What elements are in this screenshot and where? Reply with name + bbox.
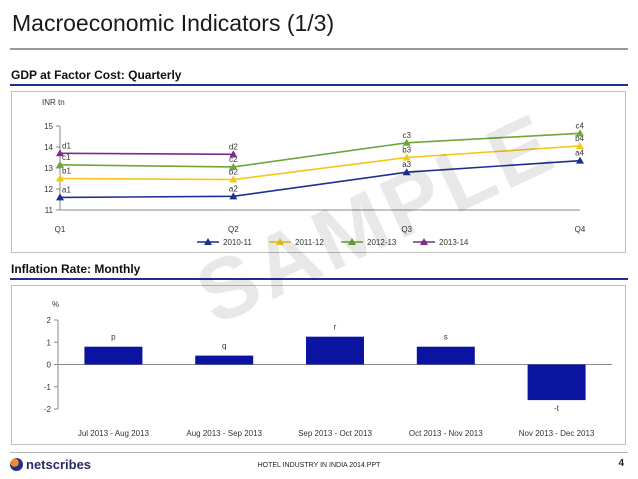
gdp-point-marker bbox=[56, 193, 64, 201]
gdp-data-label: c2 bbox=[229, 155, 238, 164]
gdp-series-line-2010-11 bbox=[59, 159, 581, 199]
gdp-legend-marker bbox=[276, 238, 284, 245]
inflation-chart-panel: % -2 -1 0 1 2 p Jul 2013 - Aug 2013 q Aug 2013 - … bbox=[11, 285, 626, 445]
inflation-x-tick-label: Oct 2013 - Nov 2013 bbox=[409, 429, 483, 438]
gdp-chart-panel: INR tn 11 12 13 14 15 Q1 Q2 Q3 Q4 a1 a2 a3 a4 b1 b2 b3 b4… bbox=[11, 91, 626, 253]
inflation-section-divider bbox=[10, 278, 628, 280]
inflation-y-tick-label: 0 bbox=[47, 361, 52, 370]
gdp-data-label: c3 bbox=[402, 131, 411, 140]
gdp-y-tick-label: 13 bbox=[44, 164, 53, 173]
slide-title: Macroeconomic Indicators (1/3) bbox=[12, 10, 335, 36]
gdp-point-marker bbox=[402, 138, 411, 146]
gdp-point-marker bbox=[56, 160, 64, 168]
inflation-bar bbox=[306, 336, 364, 365]
gdp-legend-label: 2013-14 bbox=[439, 238, 469, 247]
inflation-data-label: p bbox=[111, 333, 116, 342]
gdp-data-label: d2 bbox=[229, 142, 238, 151]
inflation-data-label: q bbox=[222, 342, 226, 351]
gdp-data-label: c4 bbox=[576, 121, 585, 130]
gdp-point-marker bbox=[576, 141, 584, 149]
inflation-bar bbox=[527, 364, 586, 401]
inflation-bar-chart: % -2 -1 0 1 2 p Jul 2013 - Aug 2013 q Aug 2013 - … bbox=[44, 300, 612, 438]
logo-text: netscribes bbox=[26, 457, 92, 472]
gdp-point-marker bbox=[56, 149, 64, 157]
gdp-y-tick-label: 15 bbox=[44, 122, 53, 131]
inflation-data-label: r bbox=[334, 323, 337, 332]
footer-divider bbox=[10, 452, 628, 453]
gdp-data-label: a3 bbox=[402, 160, 411, 169]
gdp-legend-label: 2010-11 bbox=[223, 238, 252, 247]
inflation-bar bbox=[195, 355, 254, 365]
inflation-y-tick-label: -2 bbox=[44, 405, 52, 414]
gdp-section-divider bbox=[10, 84, 628, 86]
gdp-data-label: b3 bbox=[402, 146, 411, 155]
gdp-series-line-2012-13 bbox=[59, 132, 581, 168]
netscribes-logo: netscribes bbox=[10, 457, 91, 472]
inflation-y-tick-label: 2 bbox=[47, 316, 52, 325]
gdp-legend-label: 2011-12 bbox=[295, 238, 324, 247]
gdp-legend-label: 2012-13 bbox=[367, 238, 397, 247]
gdp-data-label: a4 bbox=[575, 149, 584, 158]
inflation-data-label: s bbox=[444, 333, 448, 342]
gdp-point-marker bbox=[402, 168, 411, 176]
gdp-legend-marker bbox=[348, 238, 356, 245]
gdp-y-tick-label: 12 bbox=[44, 185, 53, 194]
gdp-point-marker bbox=[576, 156, 584, 164]
gdp-series-line-2013-14 bbox=[59, 152, 234, 156]
gdp-legend-marker bbox=[420, 238, 428, 245]
inflation-y-axis-title: % bbox=[52, 300, 59, 309]
gdp-point-marker bbox=[229, 150, 238, 158]
gdp-data-label: c1 bbox=[62, 153, 71, 162]
logo-mark-icon bbox=[10, 458, 23, 471]
inflation-bar bbox=[84, 346, 143, 365]
gdp-section-label: GDP at Factor Cost: Quarterly bbox=[11, 68, 182, 82]
gdp-y-axis-title: INR tn bbox=[42, 98, 65, 107]
title-divider bbox=[10, 48, 628, 50]
footer-filename: HOTEL INDUSTRY IN INDIA 2014.PPT bbox=[257, 462, 381, 469]
inflation-data-label: -t bbox=[554, 404, 560, 413]
gdp-x-tick-label: Q1 bbox=[55, 225, 66, 234]
gdp-point-marker bbox=[402, 153, 411, 161]
gdp-legend-marker bbox=[204, 238, 212, 245]
gdp-data-label: b1 bbox=[62, 167, 71, 176]
gdp-y-tick-label: 14 bbox=[44, 143, 53, 152]
inflation-bar bbox=[416, 346, 475, 365]
gdp-x-tick-label: Q3 bbox=[401, 225, 412, 234]
gdp-point-marker bbox=[576, 129, 584, 137]
gdp-x-tick-label: Q2 bbox=[228, 225, 239, 234]
inflation-y-tick-label: 1 bbox=[47, 338, 52, 347]
gdp-series-line-2011-12 bbox=[59, 145, 581, 181]
inflation-y-tick-label: -1 bbox=[44, 383, 52, 392]
gdp-y-tick-label: 11 bbox=[45, 206, 54, 215]
gdp-point-marker bbox=[229, 162, 238, 170]
gdp-data-label: b4 bbox=[575, 134, 584, 143]
gdp-point-marker bbox=[56, 174, 64, 182]
gdp-line-chart: INR tn 11 12 13 14 15 Q1 Q2 Q3 Q4 a1 a2 a3 a4 b1 b2 b3 b4… bbox=[42, 98, 586, 247]
inflation-x-tick-label: Sep 2013 - Oct 2013 bbox=[298, 429, 372, 438]
page-number: 4 bbox=[618, 458, 624, 469]
gdp-x-tick-label: Q4 bbox=[575, 225, 586, 234]
gdp-data-label: a2 bbox=[229, 184, 238, 193]
inflation-x-tick-label: Aug 2013 - Sep 2013 bbox=[186, 429, 262, 438]
gdp-data-label: a1 bbox=[62, 185, 71, 194]
gdp-point-marker bbox=[229, 175, 238, 183]
gdp-data-label: b2 bbox=[229, 168, 238, 177]
gdp-data-label: d1 bbox=[62, 141, 71, 150]
gdp-point-marker bbox=[229, 192, 238, 200]
inflation-x-tick-label: Jul 2013 - Aug 2013 bbox=[78, 429, 150, 438]
inflation-section-label: Inflation Rate: Monthly bbox=[11, 262, 141, 276]
inflation-x-tick-label: Nov 2013 - Dec 2013 bbox=[519, 429, 595, 438]
